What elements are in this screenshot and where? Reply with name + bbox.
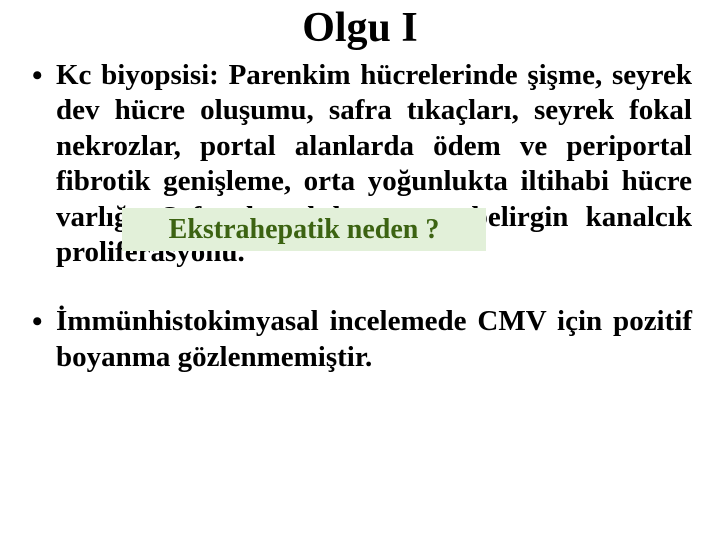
- slide: Olgu I Kc biyopsisi: Parenkim hücrelerin…: [0, 4, 720, 540]
- bullet-item: İmmünhistokimyasal incelemede CMV için p…: [28, 304, 692, 375]
- callout-box: Ekstrahepatik neden ?: [122, 208, 486, 251]
- slide-title: Olgu I: [28, 4, 692, 52]
